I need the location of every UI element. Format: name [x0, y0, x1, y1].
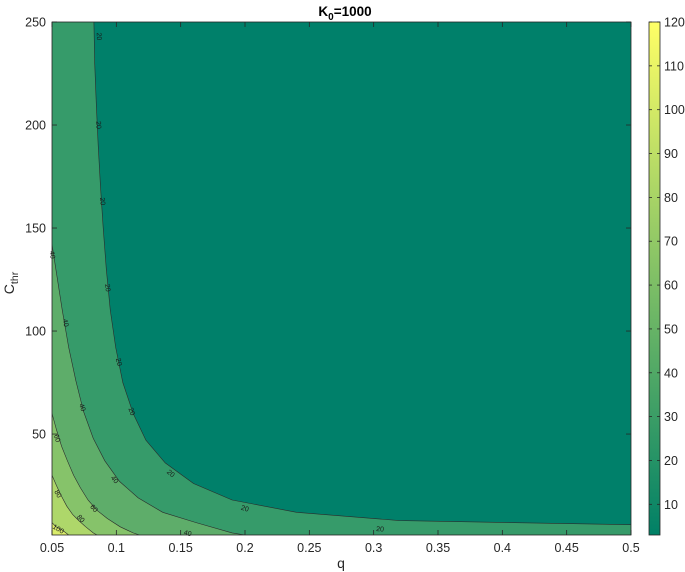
x-tick-label: 0.4 [494, 541, 511, 555]
contour-line-80 [52, 475, 98, 535]
colorbar-tick-label: 60 [664, 279, 678, 293]
contour-line-100 [52, 522, 69, 535]
contour-label-80: 80 [52, 489, 62, 499]
x-tick-label: 0.05 [40, 541, 64, 555]
colorbar-gradient [648, 21, 661, 536]
contour-line-20 [93, 22, 631, 525]
x-tick-label: 0.3 [365, 541, 382, 555]
title-main: K [318, 4, 328, 19]
colorbar: 10 20 30 40 50 60 70 80 90 100 110 120 [648, 16, 685, 536]
y-axis: 50 100 150 200 250 [25, 16, 631, 442]
title-rest: =1000 [334, 4, 372, 19]
colorbar-ticks: 10 20 30 40 50 60 70 80 90 100 110 120 [649, 16, 685, 512]
x-tick-label: 0.25 [297, 541, 321, 555]
contour-label-40: 40 [183, 530, 192, 539]
contour-label-20: 20 [98, 197, 106, 205]
contour-label-20: 20 [376, 526, 384, 534]
contour-band-level-80 [52, 475, 97, 535]
contour-label-20: 20 [95, 32, 102, 40]
contour-label-40: 40 [77, 403, 86, 413]
colorbar-tick-label: 110 [664, 59, 684, 73]
colorbar-tick-label: 80 [664, 191, 678, 205]
y-tick-label: 150 [25, 222, 46, 236]
y-tick-label: 250 [25, 16, 46, 30]
contour-label-20: 20 [126, 407, 135, 417]
colorbar-tick-label: 90 [664, 147, 678, 161]
y-tick-label: 100 [25, 325, 46, 339]
x-tick-label: 0.1 [108, 541, 125, 555]
contour-label-80: 80 [75, 514, 85, 525]
contour-line-60 [52, 413, 140, 535]
contour-label-60: 60 [88, 504, 98, 515]
x-axis: 0.05 0.1 0.15 0.2 0.25 0.3 0.35 0.4 0.45 0.5 [40, 22, 640, 555]
contour-label-20: 20 [94, 121, 102, 129]
y-label-subscript: thr [9, 271, 21, 284]
contour-label-100: 100 [51, 524, 65, 536]
chart-title: K0=1000 [318, 4, 371, 23]
colorbar-tick-label: 50 [664, 322, 678, 336]
x-tick-label: 0.15 [168, 541, 192, 555]
title-subscript: 0 [328, 12, 334, 23]
colorbar-tick-label: 30 [664, 410, 678, 424]
contour-label-20: 20 [240, 505, 250, 514]
x-tick-label: 0.35 [426, 541, 450, 555]
contour-label-20: 20 [103, 284, 111, 293]
contour-label-20: 20 [165, 469, 176, 479]
contour-plot-area: 202020202020202020404040404060608080100 … [25, 16, 640, 556]
y-label-main: C [1, 284, 17, 294]
contour-label-40: 40 [61, 318, 70, 327]
colorbar-tick-label: 70 [664, 235, 678, 249]
contour-label-60: 60 [52, 434, 61, 444]
contour-fills [52, 22, 631, 535]
colorbar-tick-label: 20 [664, 454, 678, 468]
contour-lines [52, 22, 631, 535]
colorbar-tick-label: 100 [664, 103, 685, 117]
x-tick-label: 0.5 [622, 541, 639, 555]
colorbar-tick-label: 10 [664, 498, 678, 512]
colorbar-tick-label: 120 [664, 16, 685, 30]
x-tick-label: 0.45 [554, 541, 578, 555]
x-tick-label: 0.2 [236, 541, 253, 555]
contour-band-level-40 [52, 244, 245, 535]
y-axis-label: Cthr [1, 271, 21, 294]
y-tick-label: 200 [25, 119, 46, 133]
contour-label-20: 20 [114, 358, 122, 367]
y-tick-label: 50 [32, 428, 46, 442]
x-axis-label: q [337, 555, 345, 571]
plot-frame [51, 21, 632, 536]
contour-label-40: 40 [109, 475, 119, 486]
contour-line-40 [52, 244, 246, 535]
contour-band-level-60 [52, 413, 140, 535]
colorbar-tick-label: 40 [664, 366, 678, 380]
